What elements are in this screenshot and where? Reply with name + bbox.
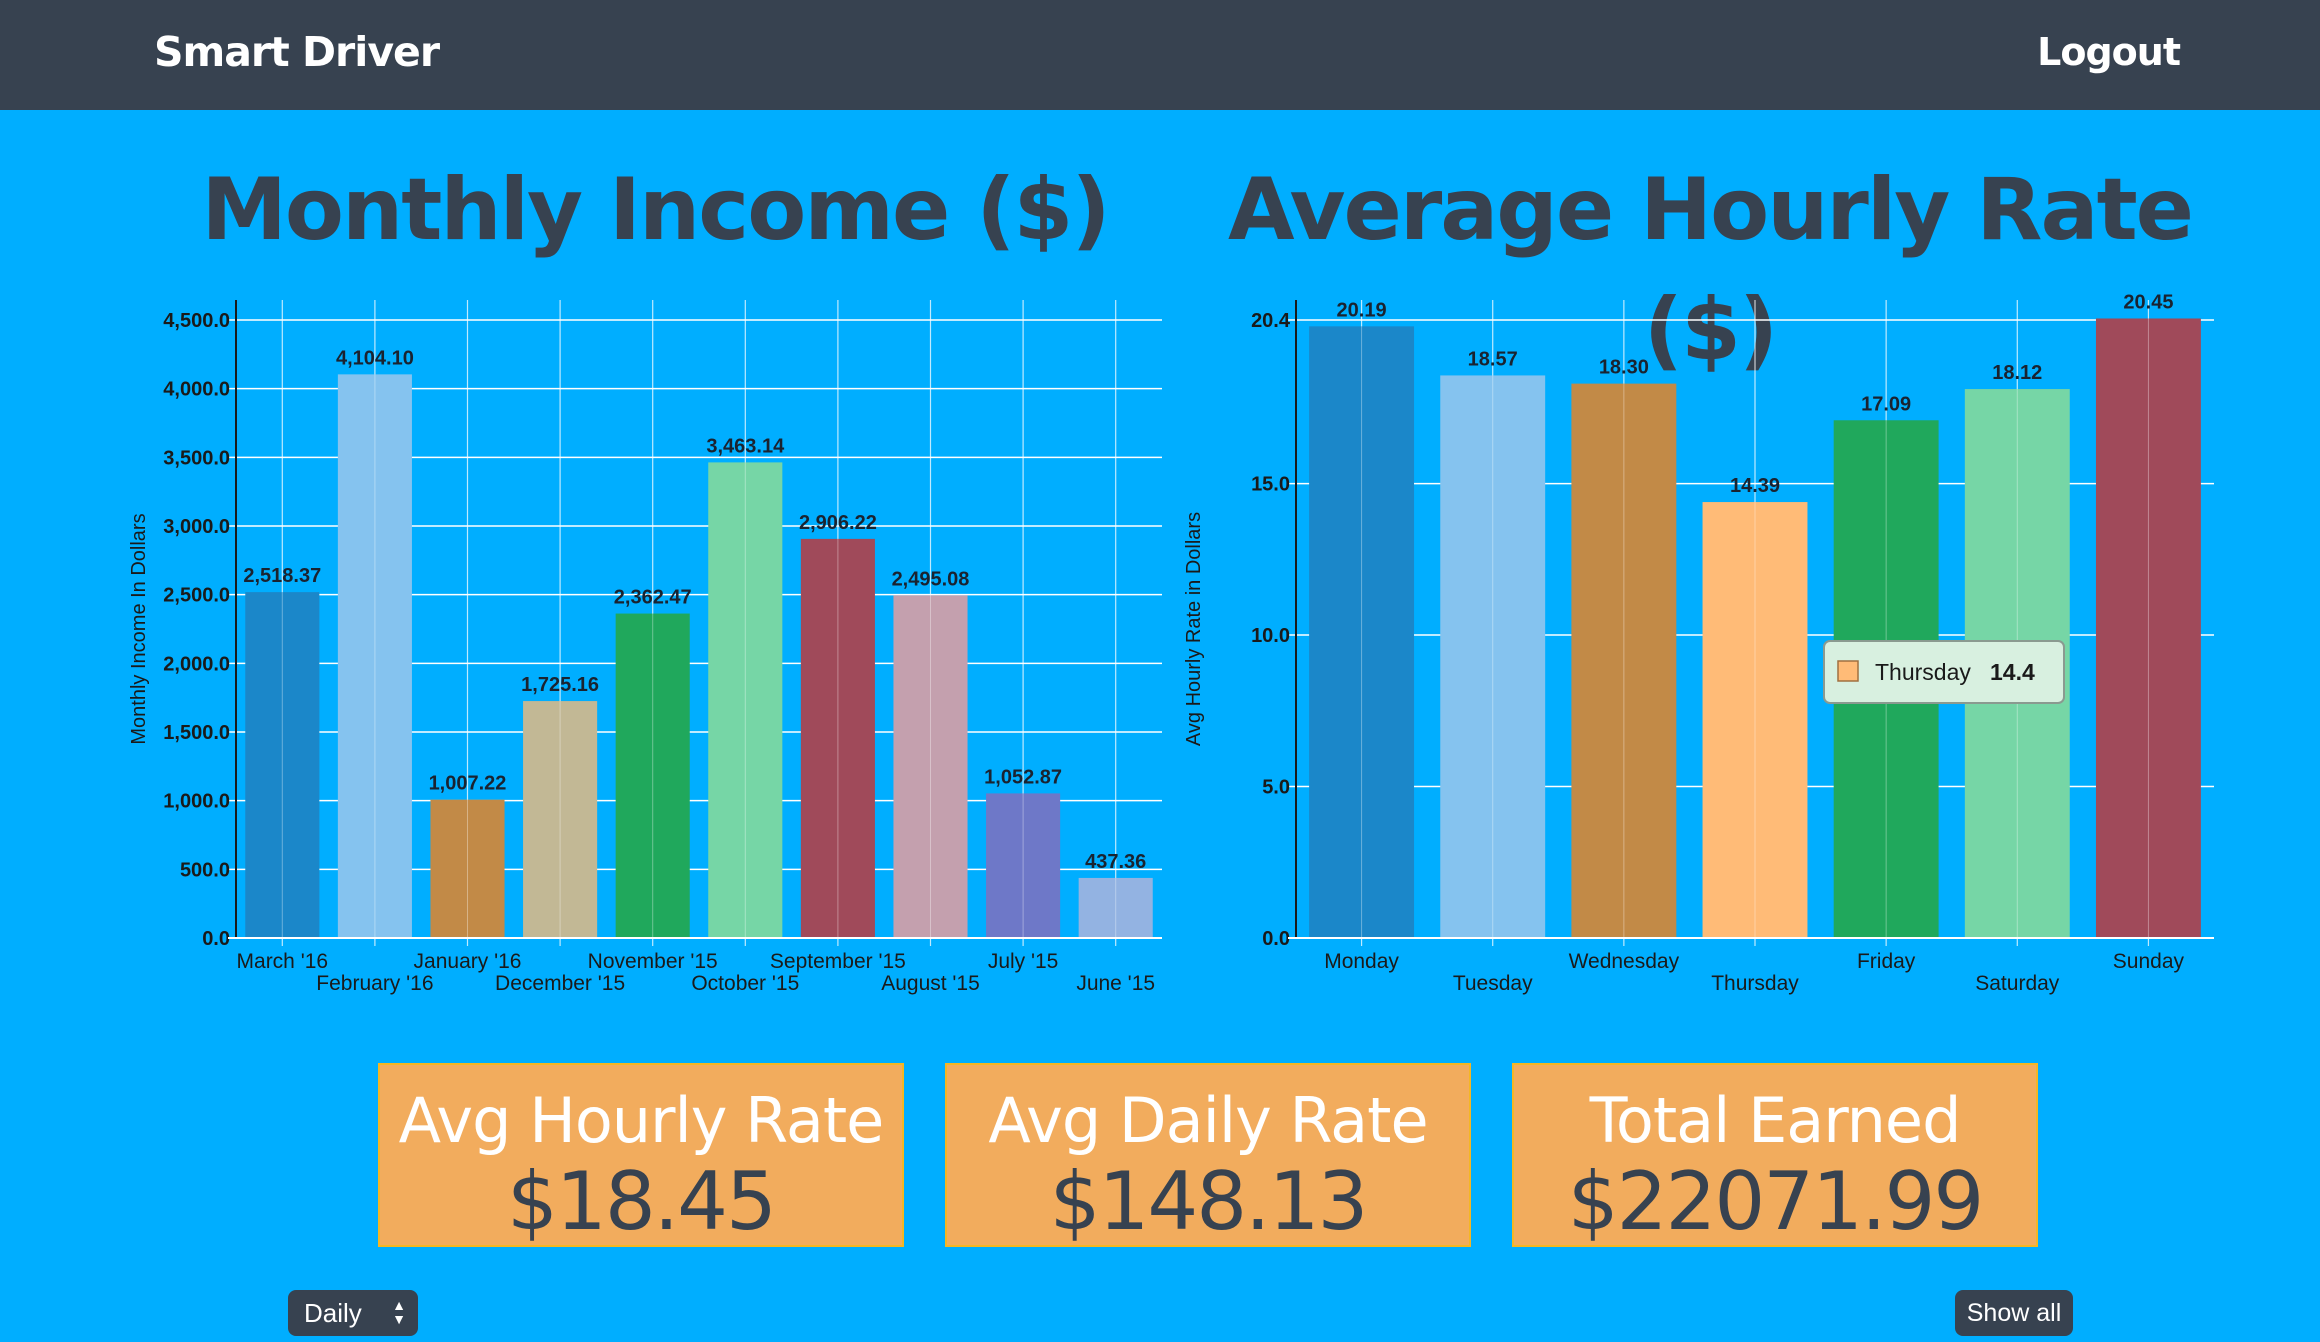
- bar-value-label: 17.09: [1861, 393, 1911, 415]
- total-earned-label: Total Earned: [1589, 1084, 1962, 1157]
- bar-value-label: 1,007.22: [429, 773, 507, 795]
- period-select[interactable]: Daily ▲ ▼: [288, 1290, 418, 1336]
- y-tick-label: 20.4: [1251, 310, 1291, 332]
- total-earned-value: $22071.99: [1567, 1155, 1985, 1248]
- show-all-button[interactable]: Show all: [1955, 1290, 2073, 1336]
- y-tick-label: 1,000.0: [163, 791, 230, 813]
- bar-value-label: 1,052.87: [984, 766, 1062, 788]
- monthly-income-title: Monthly Income ($): [201, 160, 1110, 260]
- select-arrows-icon: ▲ ▼: [392, 1297, 406, 1327]
- avg-daily-rate-card: Avg Daily Rate $148.13: [945, 1063, 1471, 1247]
- x-tick-label: Wednesday: [1569, 950, 1680, 973]
- bar: [1571, 383, 1677, 938]
- bar: [1702, 502, 1808, 938]
- x-tick-label: November '15: [588, 950, 718, 973]
- bar: [2095, 318, 2201, 938]
- bar-value-label: 18.12: [1992, 362, 2042, 384]
- x-tick-label: Saturday: [1975, 972, 2060, 995]
- y-tick-label: 4,500.0: [163, 310, 230, 332]
- bar: [430, 799, 505, 938]
- bar-value-label: 14.39: [1730, 475, 1780, 497]
- avg-hourly-rate-label: Avg Hourly Rate: [398, 1084, 885, 1157]
- bar: [523, 701, 598, 938]
- brand-logo[interactable]: Smart Driver: [154, 28, 440, 76]
- x-tick-label: Sunday: [2113, 950, 2185, 973]
- x-tick-label: Tuesday: [1453, 972, 1533, 995]
- bar-value-label: 18.30: [1599, 357, 1649, 379]
- x-tick-label: March '16: [237, 950, 329, 973]
- bar-value-label: 2,495.08: [892, 568, 970, 590]
- x-tick-label: December '15: [495, 972, 625, 995]
- y-axis-title: Monthly Income In Dollars: [128, 513, 150, 744]
- bar-value-label: 20.19: [1337, 299, 1387, 321]
- avg-hourly-rate-value: $18.45: [507, 1155, 777, 1248]
- bar: [893, 595, 968, 938]
- navbar: Smart Driver Logout: [0, 0, 2320, 110]
- x-tick-label: October '15: [691, 972, 799, 995]
- y-tick-label: 0.0: [202, 928, 230, 950]
- x-tick-label: September '15: [770, 950, 906, 973]
- x-tick-label: February '16: [316, 972, 433, 995]
- avg-daily-rate-label: Avg Daily Rate: [988, 1084, 1428, 1157]
- x-tick-label: Thursday: [1711, 972, 1799, 995]
- x-tick-label: June '15: [1076, 972, 1155, 995]
- bar: [1078, 877, 1153, 938]
- y-tick-label: 10.0: [1251, 625, 1290, 647]
- tooltip-label: Thursday: [1875, 659, 1971, 685]
- y-tick-label: 2,000.0: [163, 653, 230, 675]
- bar: [986, 793, 1061, 938]
- bar-value-label: 2,906.22: [799, 512, 877, 534]
- bar: [615, 613, 690, 938]
- bar-value-label: 1,725.16: [521, 674, 599, 696]
- bar: [1440, 375, 1546, 938]
- hourly-rate-title: Average Hourly Rate ($): [1227, 160, 2194, 380]
- period-select-value: Daily: [304, 1298, 362, 1328]
- y-tick-label: 500.0: [180, 859, 230, 881]
- tooltip-value: 14.4: [1990, 659, 2035, 685]
- x-tick-label: January '16: [414, 950, 522, 973]
- avg-hourly-rate-card: Avg Hourly Rate $18.45: [378, 1063, 904, 1247]
- y-tick-label: 4,000.0: [163, 379, 230, 401]
- bar-value-label: 20.45: [2123, 291, 2173, 313]
- tooltip-swatch: [1837, 660, 1859, 682]
- bar: [708, 462, 783, 938]
- bar: [245, 592, 320, 938]
- y-tick-label: 1,500.0: [163, 722, 230, 744]
- y-tick-label: 5.0: [1262, 777, 1290, 799]
- bar-value-label: 2,518.37: [243, 565, 321, 587]
- x-tick-label: July '15: [988, 950, 1059, 973]
- y-tick-label: 15.0: [1251, 474, 1290, 496]
- total-earned-card: Total Earned $22071.99: [1512, 1063, 2038, 1247]
- x-tick-label: Friday: [1857, 950, 1916, 973]
- y-axis-title: Avg Hourly Rate in Dollars: [1183, 512, 1205, 746]
- x-tick-label: August '15: [881, 972, 980, 995]
- logout-link[interactable]: Logout: [2037, 30, 2181, 74]
- y-tick-label: 3,000.0: [163, 516, 230, 538]
- bar-value-label: 437.36: [1085, 851, 1146, 873]
- y-tick-label: 0.0: [1262, 928, 1290, 950]
- chart-tooltip: [1823, 640, 2065, 704]
- bar: [800, 538, 875, 938]
- bar: [337, 374, 412, 939]
- bar: [1309, 326, 1415, 938]
- bar-value-label: 18.57: [1468, 348, 1518, 370]
- y-tick-label: 2,500.0: [163, 585, 230, 607]
- y-tick-label: 3,500.0: [163, 447, 230, 469]
- x-tick-label: Monday: [1324, 950, 1399, 973]
- bar-value-label: 4,104.10: [336, 347, 414, 369]
- bar-value-label: 2,362.47: [614, 587, 692, 609]
- avg-daily-rate-value: $148.13: [1049, 1155, 1369, 1248]
- bar-value-label: 3,463.14: [706, 435, 785, 457]
